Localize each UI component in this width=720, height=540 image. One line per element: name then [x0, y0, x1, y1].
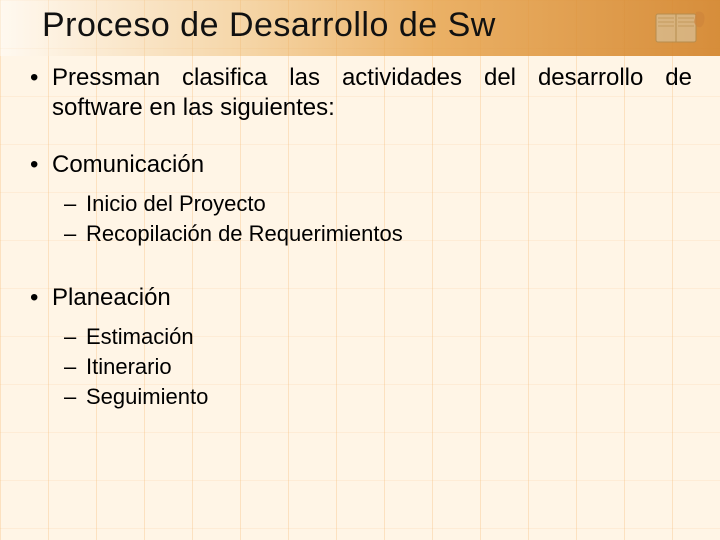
list-item-text: Recopilación de Requerimientos [86, 219, 403, 249]
list-item-text: Estimación [86, 322, 194, 352]
section-heading: • Comunicación [30, 151, 692, 179]
list-item: – Inicio del Proyecto [64, 189, 692, 219]
section-comunicacion: • Comunicación – Inicio del Proyecto – R… [30, 151, 692, 248]
section-label: Planeación [52, 284, 171, 312]
list-item: – Recopilación de Requerimientos [64, 219, 692, 249]
dash-icon: – [64, 382, 78, 412]
list-item: – Estimación [64, 322, 692, 352]
section-heading: • Planeación [30, 284, 692, 312]
dash-icon: – [64, 219, 78, 249]
intro-paragraph: • Pressman clasifica las actividades del… [30, 63, 692, 123]
section-planeacion: • Planeación – Estimación – Itinerario –… [30, 284, 692, 411]
list-item-text: Seguimiento [86, 382, 208, 412]
list-item-text: Itinerario [86, 352, 172, 382]
dash-icon: – [64, 189, 78, 219]
bullet-icon: • [30, 151, 42, 179]
dash-icon: – [64, 352, 78, 382]
slide-title: Proceso de Desarrollo de Sw [42, 6, 692, 45]
slide-content: Proceso de Desarrollo de Sw • Pressman c… [0, 0, 720, 411]
bullet-icon: • [30, 284, 42, 312]
dash-icon: – [64, 322, 78, 352]
list-item-text: Inicio del Proyecto [86, 189, 266, 219]
bullet-icon: • [30, 63, 42, 123]
list-item: – Seguimiento [64, 382, 692, 412]
section-label: Comunicación [52, 151, 204, 179]
list-item: – Itinerario [64, 352, 692, 382]
intro-text: Pressman clasifica las actividades del d… [52, 63, 692, 123]
